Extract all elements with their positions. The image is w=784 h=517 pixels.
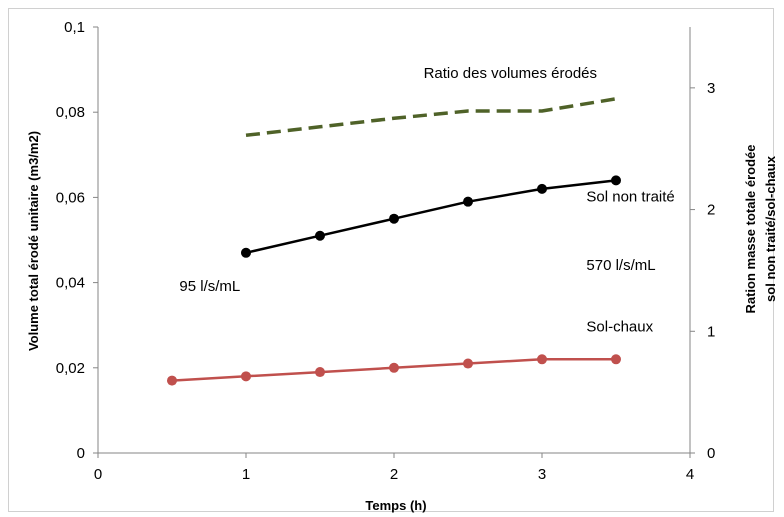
data-point-sol-chaux — [241, 371, 251, 382]
data-point-sol-non-traite — [315, 230, 325, 241]
x-tick-label: 1 — [242, 466, 250, 483]
annotation-label: Sol non traité — [586, 189, 674, 206]
y2-tick-label: 0 — [707, 445, 715, 462]
chart-frame — [8, 8, 774, 512]
x-tick-label: 3 — [538, 466, 546, 483]
y2-tick-label: 3 — [707, 80, 715, 97]
y-tick-label: 0,1 — [64, 19, 85, 36]
series-layer — [167, 97, 621, 386]
annotation-label: 570 l/s/mL — [586, 257, 655, 274]
y-tick-label: 0,06 — [56, 189, 85, 206]
x-axis-title: Temps (h) — [365, 498, 426, 513]
data-point-sol-non-traite — [463, 196, 473, 207]
x-tick-label: 2 — [390, 466, 398, 483]
labels: Temps (h) Volume total érodé unitaire (m… — [26, 19, 778, 513]
data-point-sol-chaux — [167, 375, 177, 386]
data-point-sol-non-traite — [241, 247, 251, 258]
y-tick-label: 0,08 — [56, 104, 85, 121]
axes — [93, 26, 695, 458]
y2-axis-title-line1: Ration masse totale érodée — [743, 144, 758, 313]
annotation-label: Ratio des volumes érodés — [424, 65, 597, 82]
data-point-sol-chaux — [389, 362, 399, 373]
x-tick-label: 0 — [94, 466, 102, 483]
data-point-sol-chaux — [315, 367, 325, 378]
x-tick-label: 4 — [686, 466, 694, 483]
data-point-sol-non-traite — [611, 175, 621, 186]
y-tick-label: 0,04 — [56, 275, 85, 292]
y2-axis-title-line2: sol non traité/sol-chaux — [763, 155, 778, 302]
y-tick-label: 0,02 — [56, 360, 85, 377]
data-point-sol-chaux — [463, 358, 473, 369]
series-line-sol-non-traite — [245, 179, 617, 255]
data-point-sol-chaux — [537, 354, 547, 365]
data-point-sol-chaux — [611, 354, 621, 365]
series-line-ratio-des-volumes-erodes — [245, 97, 617, 138]
data-point-sol-non-traite — [537, 183, 547, 194]
annotation-label: 95 l/s/mL — [179, 278, 240, 295]
y-tick-label: 0 — [77, 445, 85, 462]
data-point-sol-non-traite — [389, 213, 399, 224]
y-axis-title: Volume total érodé unitaire (m3/m2) — [26, 131, 41, 351]
y2-tick-label: 2 — [707, 202, 715, 219]
y2-tick-label: 1 — [707, 323, 715, 340]
annotation-label: Sol-chaux — [586, 319, 653, 336]
